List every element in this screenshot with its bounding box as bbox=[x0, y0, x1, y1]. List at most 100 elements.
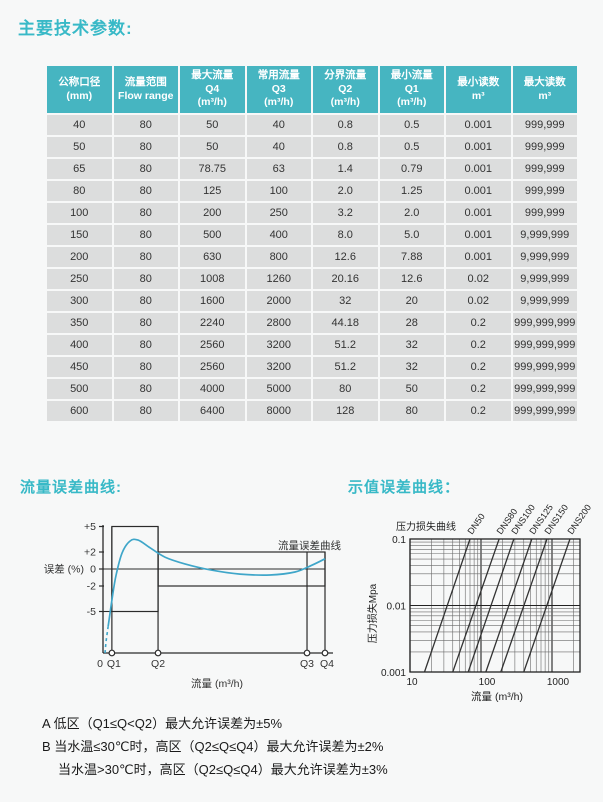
x-tick-label: Q3 bbox=[300, 658, 314, 670]
table-cell: 80 bbox=[113, 137, 178, 157]
x-axis-label: 流量 (m³/h) bbox=[191, 677, 243, 690]
table-cell: 5000 bbox=[246, 379, 311, 399]
table-cell: 3.2 bbox=[313, 203, 378, 223]
table-cell: 0.5 bbox=[379, 137, 444, 157]
y-tick-label: +2 bbox=[84, 547, 96, 559]
grid bbox=[409, 538, 580, 673]
table-cell: 250 bbox=[47, 269, 112, 289]
x-tick-label: 100 bbox=[479, 677, 496, 688]
pressure-loss-line-dns125 bbox=[485, 538, 533, 673]
table-cell: 80 bbox=[113, 357, 178, 377]
table-cell: 3200 bbox=[246, 335, 311, 355]
footnotes: A 低区（Q1≤Q<Q2）最大允许误差为±5% B 当水温≤30℃时，高区（Q2… bbox=[42, 712, 582, 781]
table-header: 公称口径 (mm) 流量范围 Flow range 最大流量 Q4 (m³/h) 常用流量 Q3… bbox=[47, 66, 577, 113]
y-tick-label: 0.1 bbox=[392, 535, 406, 546]
table-cell: 9,999,999 bbox=[512, 291, 577, 311]
table-cell: 44.18 bbox=[313, 313, 378, 333]
x-tick-label: 0 bbox=[97, 658, 103, 670]
table-cell: 999,999,999 bbox=[512, 357, 577, 377]
table-cell: 999,999,999 bbox=[512, 379, 577, 399]
table-cell: 32 bbox=[313, 291, 378, 311]
table-cell: 999,999 bbox=[512, 137, 577, 157]
indication-error-section-title: 示值误差曲线： bbox=[348, 479, 461, 496]
plot-border bbox=[409, 538, 581, 673]
table-cell: 999,999 bbox=[512, 181, 577, 201]
page-title: 主要技术参数: bbox=[18, 19, 133, 38]
table-cell: 0.8 bbox=[313, 137, 378, 157]
x-tick-label: 10 bbox=[406, 677, 418, 688]
chart-annotation: 流量误差曲线 bbox=[278, 539, 341, 552]
table-cell: 9,999,999 bbox=[512, 225, 577, 245]
table-cell: 500 bbox=[47, 379, 112, 399]
error-curve-dashed bbox=[104, 626, 109, 654]
table-cell: 65 bbox=[47, 159, 112, 179]
table-cell: 40 bbox=[47, 115, 112, 135]
table-cell: 2.0 bbox=[313, 181, 378, 201]
table-cell: 100 bbox=[47, 203, 112, 223]
chart-annotation: 压力损失曲线 bbox=[396, 520, 456, 533]
y-tick-label: 0 bbox=[90, 564, 96, 576]
table-cell: 5.0 bbox=[379, 225, 444, 245]
table-cell: 300 bbox=[47, 291, 112, 311]
table-cell: 128 bbox=[313, 401, 378, 421]
table-row: 200 80 630 800 12.6 7.88 0.001 9,999,999 bbox=[47, 247, 577, 267]
table-cell: 0.02 bbox=[446, 291, 511, 311]
table-row: 350 80 2240 2800 44.18 28 0.2 999,999,999 bbox=[47, 313, 577, 333]
table-cell: 12.6 bbox=[379, 269, 444, 289]
table-cell: 50 bbox=[180, 137, 245, 157]
table-cell: 250 bbox=[246, 203, 311, 223]
table-cell: 0.2 bbox=[446, 401, 511, 421]
table-cell: 80 bbox=[113, 401, 178, 421]
table-cell: 0.001 bbox=[446, 225, 511, 245]
pressure-loss-line-dns100 bbox=[467, 538, 515, 673]
table-cell: 2560 bbox=[180, 357, 245, 377]
table-cell: 0.001 bbox=[446, 247, 511, 267]
y-axis-label: 压力损失Mpa bbox=[366, 583, 379, 643]
table-cell: 630 bbox=[180, 247, 245, 267]
table-cell: 40 bbox=[246, 115, 311, 135]
flow-error-section-title: 流量误差曲线: bbox=[20, 479, 122, 496]
table-cell: 8000 bbox=[246, 401, 311, 421]
table-body: 40 80 50 40 0.8 0.5 0.001 999,999 50 80 50 40 0.8 0.5… bbox=[47, 115, 577, 421]
table-row: 100 80 200 250 3.2 2.0 0.001 999,999 bbox=[47, 203, 577, 223]
column-header: 流量范围 Flow range bbox=[113, 66, 178, 113]
footnote-b2: 当水温>30℃时，高区（Q2≤Q≤Q4）最大允许误差为±3% bbox=[58, 762, 388, 777]
table-cell: 0.5 bbox=[379, 115, 444, 135]
x-axis-label: 流量 (m³/h) bbox=[471, 690, 523, 703]
baseline-marker-q4 bbox=[321, 649, 329, 657]
table-cell: 80 bbox=[113, 225, 178, 245]
table-cell: 80 bbox=[113, 181, 178, 201]
table-cell: 0.02 bbox=[446, 269, 511, 289]
column-header: 最大读数 m³ bbox=[512, 66, 577, 113]
table-cell: 1.25 bbox=[379, 181, 444, 201]
table-cell: 51.2 bbox=[313, 357, 378, 377]
pressure-loss-line-dn50 bbox=[423, 538, 471, 673]
table-cell: 1.4 bbox=[313, 159, 378, 179]
table-cell: 0.001 bbox=[446, 115, 511, 135]
pressure-loss-line-dns150 bbox=[500, 538, 548, 673]
table-cell: 350 bbox=[47, 313, 112, 333]
table-cell: 80 bbox=[113, 313, 178, 333]
table-cell: 50 bbox=[379, 379, 444, 399]
y-tick-label: +5 bbox=[84, 521, 96, 533]
table-cell: 20 bbox=[379, 291, 444, 311]
table-cell: 2240 bbox=[180, 313, 245, 333]
table-cell: 28 bbox=[379, 313, 444, 333]
table-row: 450 80 2560 3200 51.2 32 0.2 999,999,999 bbox=[47, 357, 577, 377]
y-tick-label: 0.01 bbox=[387, 602, 407, 613]
table-cell: 2800 bbox=[246, 313, 311, 333]
line-label-dn50: DN50 bbox=[465, 512, 486, 537]
table-cell: 0.79 bbox=[379, 159, 444, 179]
table-cell: 600 bbox=[47, 401, 112, 421]
x-tick-label: Q4 bbox=[320, 658, 334, 670]
pressure-loss-curve-chart: DN50 DNS80DNS100DNS125DNS150DNS2000.10.01… bbox=[366, 503, 593, 703]
table-cell: 80 bbox=[379, 401, 444, 421]
table-cell: 0.2 bbox=[446, 379, 511, 399]
table-cell: 1260 bbox=[246, 269, 311, 289]
y-tick-label: -5 bbox=[87, 606, 96, 618]
baseline-marker-q1 bbox=[108, 649, 116, 657]
table-cell: 50 bbox=[47, 137, 112, 157]
table-cell: 0.001 bbox=[446, 203, 511, 223]
